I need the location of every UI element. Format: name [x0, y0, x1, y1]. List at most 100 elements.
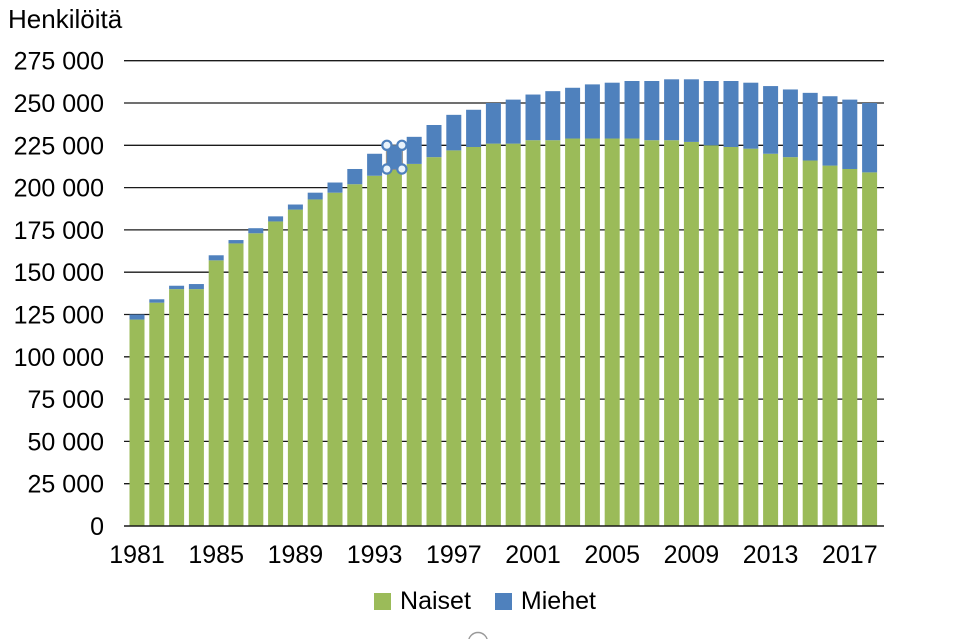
- bar-miehet-1994[interactable]: [386, 145, 402, 169]
- bar-naiset-1988[interactable]: [268, 221, 284, 526]
- bar-naiset-2018[interactable]: [862, 172, 878, 526]
- bar-miehet-1993[interactable]: [367, 153, 383, 176]
- bar-naiset-2012[interactable]: [743, 148, 759, 526]
- bar-miehet-2014[interactable]: [782, 89, 798, 158]
- bar-naiset-2009[interactable]: [683, 141, 699, 526]
- bar-miehet-2000[interactable]: [505, 99, 521, 144]
- bar-naiset-2013[interactable]: [763, 153, 779, 526]
- y-tick-label-25000: 25 000: [28, 471, 104, 499]
- bar-miehet-2017[interactable]: [842, 99, 858, 169]
- bar-miehet-1999[interactable]: [485, 103, 501, 144]
- chart-title: Henkilöitä: [8, 4, 123, 34]
- bar-naiset-2003[interactable]: [565, 138, 581, 527]
- bar-naiset-2007[interactable]: [644, 140, 660, 526]
- bar-miehet-1983[interactable]: [169, 285, 185, 290]
- bar-naiset-1993[interactable]: [367, 175, 383, 527]
- bar-naiset-2008[interactable]: [664, 140, 680, 526]
- bar-miehet-1997[interactable]: [446, 114, 462, 151]
- bar-miehet-2013[interactable]: [763, 86, 779, 154]
- bar-naiset-1998[interactable]: [466, 146, 482, 526]
- bar-miehet-2010[interactable]: [703, 81, 719, 146]
- bar-naiset-1994[interactable]: [386, 168, 402, 526]
- x-tick-label-2013: 2013: [743, 541, 799, 569]
- bar-miehet-1988[interactable]: [268, 216, 284, 222]
- miehet-swatch-icon: [494, 593, 512, 610]
- bar-naiset-2010[interactable]: [703, 145, 719, 527]
- bar-naiset-1995[interactable]: [406, 163, 422, 527]
- bar-miehet-1985[interactable]: [208, 255, 224, 261]
- legend-label-miehet: Miehet: [520, 587, 596, 615]
- bar-naiset-2006[interactable]: [624, 138, 640, 527]
- bar-miehet-1991[interactable]: [327, 182, 343, 193]
- bar-miehet-1989[interactable]: [287, 204, 303, 210]
- bar-naiset-2005[interactable]: [604, 138, 620, 527]
- legend-item-miehet[interactable]: Miehet: [494, 587, 596, 616]
- bar-naiset-2004[interactable]: [584, 138, 600, 527]
- bar-naiset-2015[interactable]: [802, 160, 818, 526]
- bar-miehet-2003[interactable]: [565, 87, 581, 139]
- bar-naiset-1985[interactable]: [208, 260, 224, 526]
- bar-naiset-1991[interactable]: [327, 192, 343, 526]
- bar-miehet-2006[interactable]: [624, 81, 640, 139]
- bar-naiset-1990[interactable]: [307, 199, 323, 526]
- bar-miehet-1992[interactable]: [347, 168, 363, 185]
- x-axis-tick-labels: 1981 1985 1989 1993 1997 2001 2005 2009 2013 2017: [109, 541, 877, 569]
- x-tick-label-1993: 1993: [347, 541, 403, 569]
- bar-naiset-1987[interactable]: [248, 233, 264, 526]
- selection-handle-3[interactable]: [396, 163, 408, 175]
- bar-naiset-2011[interactable]: [723, 146, 739, 526]
- bar-naiset-2017[interactable]: [842, 168, 858, 526]
- bar-miehet-1981[interactable]: [129, 314, 145, 320]
- bar-naiset-1997[interactable]: [446, 150, 462, 526]
- x-tick-label-2009: 2009: [664, 541, 720, 569]
- bar-naiset-1992[interactable]: [347, 184, 363, 526]
- bar-miehet-1996[interactable]: [426, 124, 442, 158]
- bar-miehet-2004[interactable]: [584, 84, 600, 139]
- legend-item-naiset[interactable]: Naiset: [374, 587, 471, 616]
- bar-miehet-1990[interactable]: [307, 192, 323, 200]
- legend-label-naiset: Naiset: [400, 587, 471, 615]
- bar-naiset-1984[interactable]: [188, 289, 204, 526]
- bar-miehet-1984[interactable]: [188, 284, 204, 290]
- bar-naiset-2002[interactable]: [545, 140, 561, 526]
- bar-naiset-1996[interactable]: [426, 157, 442, 527]
- bar-naiset-1989[interactable]: [287, 209, 303, 526]
- x-tick-label-1989: 1989: [268, 541, 324, 569]
- bar-miehet-2012[interactable]: [743, 82, 759, 149]
- selection-handle-1[interactable]: [396, 139, 408, 151]
- bar-miehet-1987[interactable]: [248, 228, 264, 234]
- bar-naiset-2016[interactable]: [822, 165, 838, 526]
- x-tick-label-1997: 1997: [426, 541, 482, 569]
- bar-miehet-2009[interactable]: [683, 79, 699, 142]
- bar-naiset-1981[interactable]: [129, 319, 145, 526]
- bar-miehet-2008[interactable]: [664, 79, 680, 141]
- selection-outline: [385, 144, 403, 170]
- selection-handle-2[interactable]: [381, 163, 393, 175]
- bar-miehet-2002[interactable]: [545, 91, 561, 141]
- bar-naiset-1983[interactable]: [169, 289, 185, 526]
- y-axis-tick-labels: 0 25 000 50 000 75 000 100 000 125 000 150 000…: [14, 48, 104, 541]
- bar-miehet-1982[interactable]: [149, 299, 165, 303]
- bar-naiset-1982[interactable]: [149, 302, 165, 526]
- bar-naiset-1986[interactable]: [228, 243, 244, 526]
- bar-miehet-1998[interactable]: [466, 109, 482, 147]
- bar-naiset-2014[interactable]: [782, 157, 798, 527]
- bar-miehet-2007[interactable]: [644, 81, 660, 141]
- bar-miehet-2011[interactable]: [723, 81, 739, 147]
- clipped-circle: [468, 631, 488, 639]
- y-tick-label-100000: 100 000: [14, 344, 104, 372]
- selected-datapoint-handles[interactable]: [381, 139, 408, 175]
- bar-miehet-2001[interactable]: [525, 94, 541, 141]
- bar-miehet-1986[interactable]: [228, 240, 244, 244]
- bar-miehet-2015[interactable]: [802, 92, 818, 161]
- bar-miehet-2005[interactable]: [604, 82, 620, 139]
- bar-miehet-1995[interactable]: [406, 136, 422, 164]
- bar-naiset-2001[interactable]: [525, 140, 541, 526]
- bar-miehet-2018[interactable]: [862, 103, 878, 173]
- bar-naiset-1999[interactable]: [485, 143, 501, 526]
- bar-miehet-2016[interactable]: [822, 96, 838, 166]
- y-tick-label-0: 0: [90, 513, 104, 541]
- bar-naiset-2000[interactable]: [505, 143, 521, 526]
- selection-handle-0[interactable]: [381, 139, 393, 151]
- y-tick-label-125000: 125 000: [14, 302, 104, 330]
